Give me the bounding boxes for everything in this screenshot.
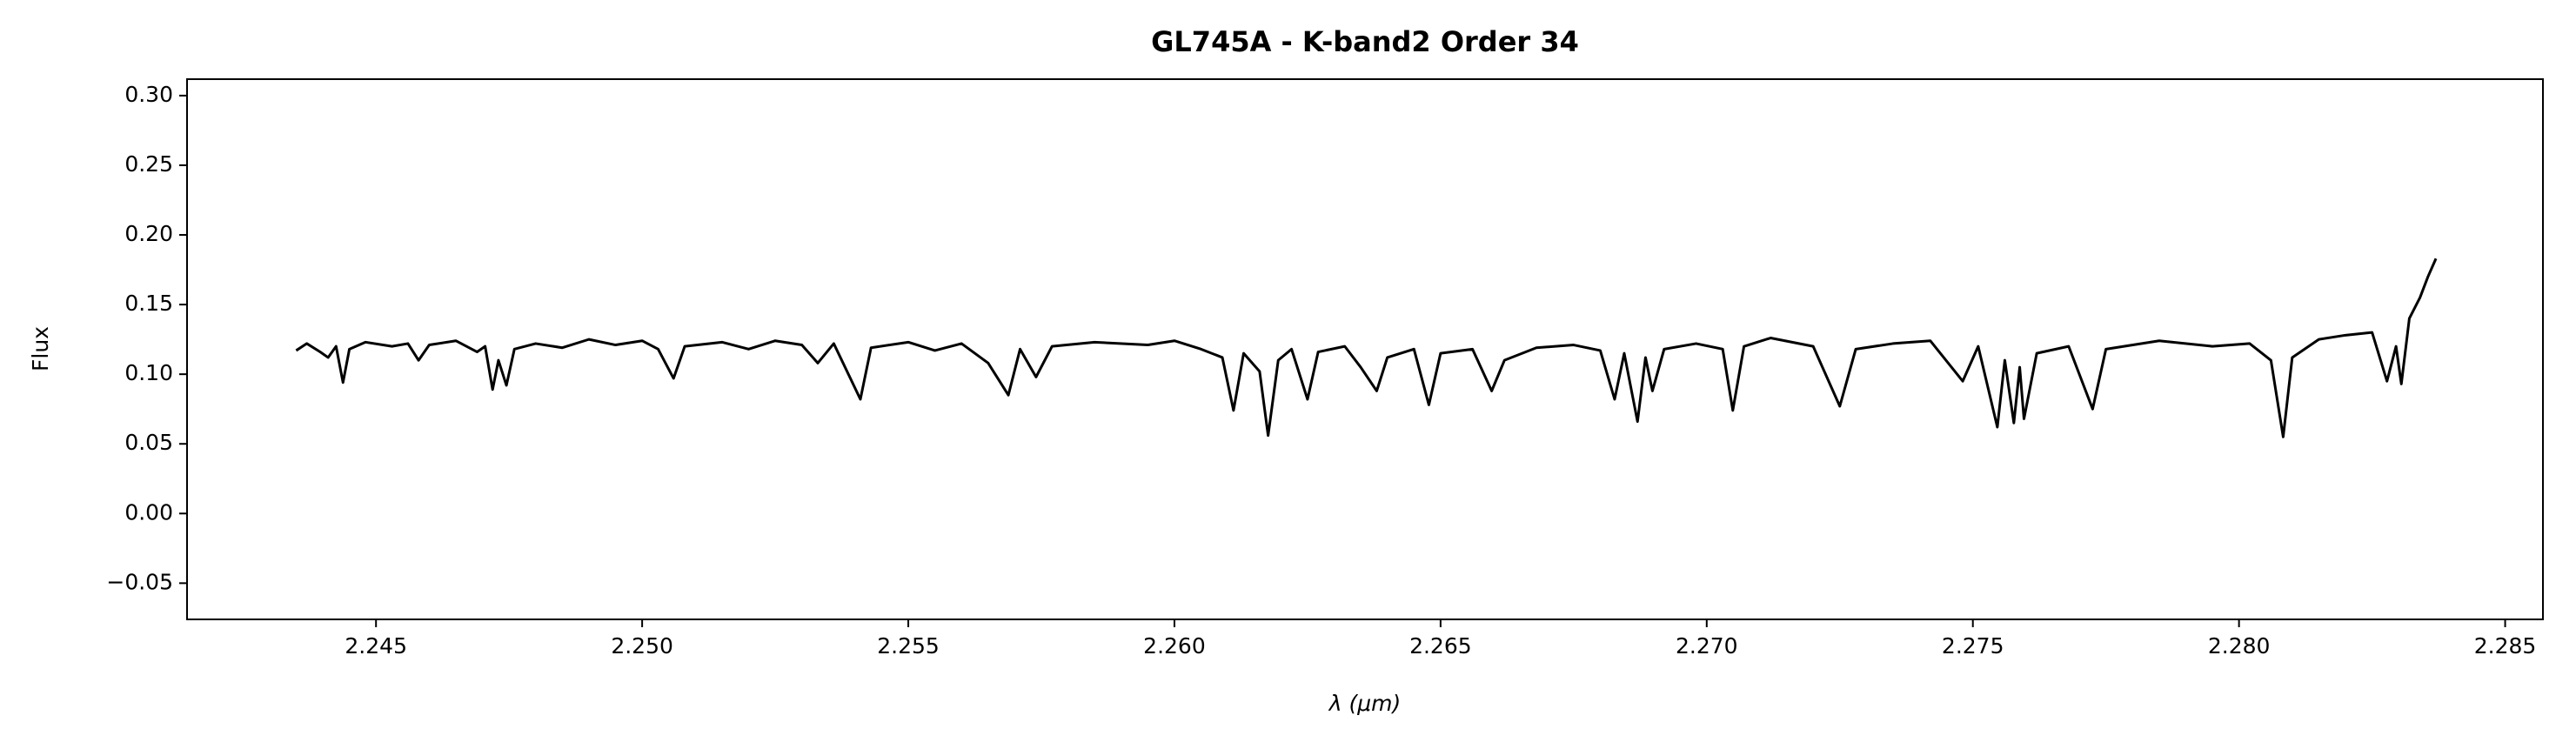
y-tick-label: 0.05 xyxy=(124,430,173,455)
x-tick-label: 2.280 xyxy=(2208,633,2271,659)
x-tick-label: 2.265 xyxy=(1409,633,1472,659)
x-tick-label: 2.255 xyxy=(877,633,940,659)
x-tick-label: 2.285 xyxy=(2474,633,2537,659)
x-tick-label: 2.270 xyxy=(1676,633,1738,659)
y-axis-label: Flux xyxy=(28,326,53,371)
y-tick-label: 0.00 xyxy=(124,499,173,525)
spectrum-line xyxy=(295,257,2438,438)
x-tick-label: 2.260 xyxy=(1143,633,1206,659)
x-tick-label: 2.250 xyxy=(611,633,673,659)
x-tick-label: 2.245 xyxy=(345,633,407,659)
y-tick-label: 0.25 xyxy=(124,151,173,177)
y-tick-label: 0.15 xyxy=(124,291,173,316)
y-tick-label: 0.30 xyxy=(124,82,173,107)
y-tick-label: 0.20 xyxy=(124,221,173,246)
x-axis-label: λ (μm) xyxy=(1328,691,1402,716)
y-tick-label: −0.05 xyxy=(106,569,173,594)
chart-title: GL745A - K-band2 Order 34 xyxy=(1151,25,1579,58)
y-tick-label: 0.10 xyxy=(124,360,173,385)
x-tick-label: 2.275 xyxy=(1942,633,2004,659)
plot-frame xyxy=(186,78,2544,620)
